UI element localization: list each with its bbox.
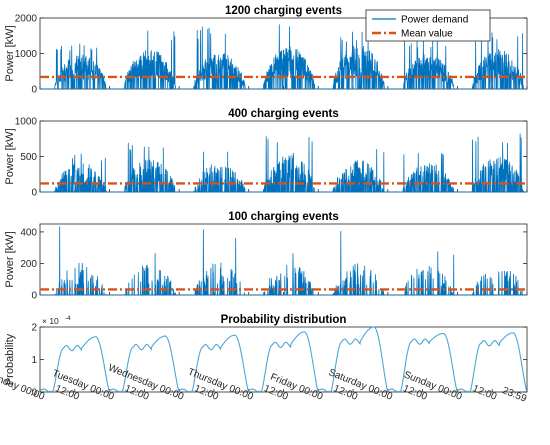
legend-box <box>365 9 491 42</box>
probability-line <box>39 326 528 393</box>
chart-panel-3: 100 charging events Power [kW] 0 200 400 <box>4 211 528 302</box>
y-tick-label: 1000 <box>15 49 38 60</box>
y-tick-label: 2 <box>31 323 37 334</box>
y-axis-label: Power [kW] <box>4 25 16 81</box>
y-tick-label: 1000 <box>15 117 38 128</box>
y-tick-label: 400 <box>20 227 37 238</box>
y-tick-label: 500 <box>20 152 37 163</box>
chart-panel-2: 400 charging events Power [kW] 0 500 1000 <box>4 108 528 199</box>
y-tick-label: 200 <box>20 259 37 270</box>
legend-label-power-demand: Power demand <box>401 15 468 26</box>
power-demand-line <box>39 226 528 296</box>
y-tick-label: 0 <box>31 188 37 199</box>
y-tick-label: 0 <box>31 388 37 399</box>
exponent-label: × 10 <box>42 316 59 326</box>
chart-panel-4: Probability distribution Probability 0 1 2 × … <box>4 314 528 399</box>
legend: Power demand Mean value <box>365 9 491 42</box>
y-tick-label: 0 <box>31 291 37 302</box>
y-axis-label: Probability <box>4 333 16 385</box>
chart-title: 100 charging events <box>228 211 339 223</box>
exponent-power: -4 <box>65 315 71 322</box>
y-axis-label: Power [kW] <box>4 231 16 287</box>
plot-area <box>39 326 528 393</box>
y-tick-label: 0 <box>31 85 37 96</box>
y-axis-label: Power [kW] <box>4 128 16 184</box>
chart-title: 400 charging events <box>228 108 339 120</box>
y-tick-label: 1 <box>31 355 37 366</box>
chart-panel-1: 1200 charging events Power [kW] 0 1000 2000 P… <box>4 5 528 96</box>
legend-label-mean-value: Mean value <box>401 29 453 40</box>
chart-title: 1200 charging events <box>225 5 342 17</box>
power-demand-line <box>39 24 528 90</box>
y-tick-label: 2000 <box>15 14 38 25</box>
power-demand-line <box>39 133 528 193</box>
chart-title: Probability distribution <box>221 314 347 326</box>
